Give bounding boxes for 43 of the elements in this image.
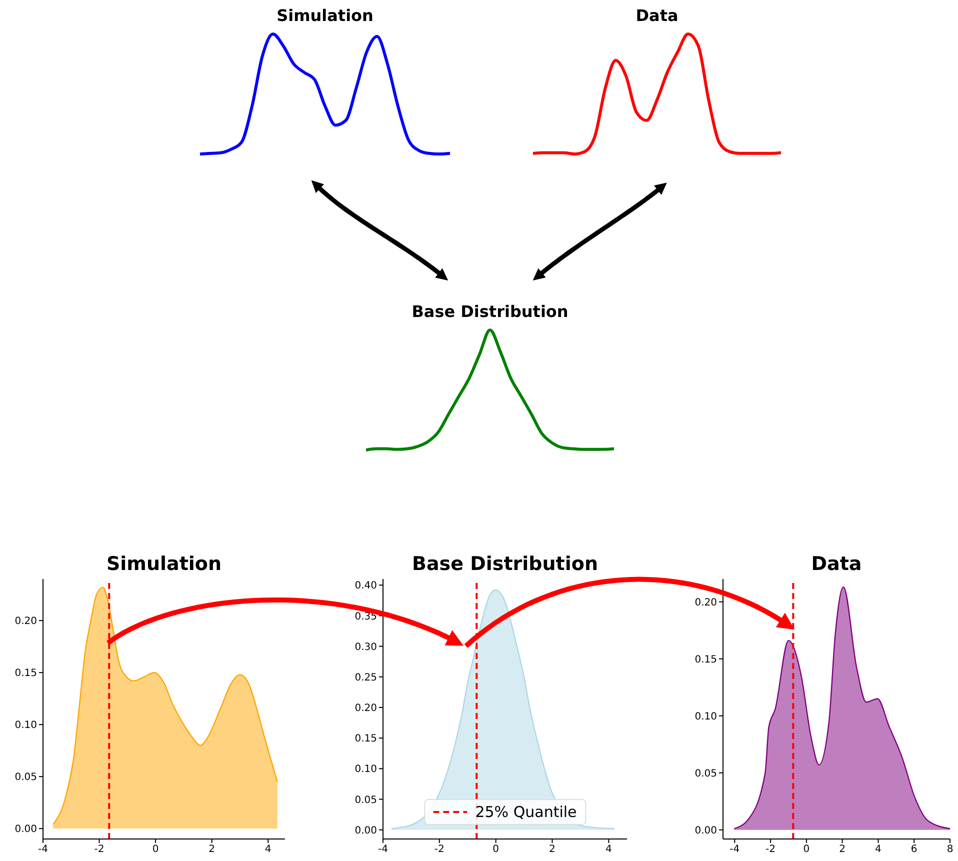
x-tick-label: -2 [434, 844, 444, 856]
y-tick-label: 0.40 [354, 580, 377, 592]
x-tick-label: 2 [839, 844, 846, 856]
ref-line-label: 25% Quantile [475, 803, 577, 821]
chart-title: Data [811, 553, 862, 575]
y-tick-label: 0.20 [14, 616, 37, 628]
y-tick-label: 0.10 [354, 764, 377, 776]
x-tick-label: 6 [910, 844, 918, 856]
chart-title: Simulation [276, 6, 374, 25]
y-tick-label: 0.00 [14, 824, 37, 836]
chart-title: Base Distribution [412, 553, 598, 575]
y-tick-label: 0.20 [354, 703, 377, 714]
x-tick-label: -4 [38, 844, 48, 856]
x-tick-label: 2 [549, 844, 556, 856]
y-tick-label: 0.05 [694, 768, 717, 780]
chart-title: Data [636, 6, 678, 25]
x-tick-label: 0 [803, 844, 810, 856]
y-tick-label: 0.05 [354, 794, 377, 806]
x-tick-label: -2 [94, 844, 104, 856]
y-tick-label: 0.30 [354, 642, 377, 653]
y-tick-label: 0.00 [354, 825, 377, 836]
y-tick-label: 0.00 [694, 825, 717, 836]
x-tick-label: 4 [264, 844, 272, 856]
y-tick-label: 0.15 [694, 654, 717, 666]
legend-box: 25% Quantile [424, 799, 586, 825]
y-tick-label: 0.05 [14, 772, 37, 784]
y-tick-label: 0.10 [14, 720, 37, 732]
y-tick-label: 0.15 [14, 668, 37, 680]
x-tick-label: -4 [378, 844, 388, 856]
x-tick-label: 0 [152, 844, 159, 856]
x-tick-label: 4 [875, 844, 882, 856]
x-tick-label: 4 [605, 844, 612, 856]
y-tick-label: 0.15 [354, 734, 377, 745]
y-tick-label: 0.10 [694, 711, 717, 722]
x-tick-label: 2 [208, 844, 216, 856]
chart-title: Base Distribution [412, 302, 568, 321]
y-tick-label: 0.20 [694, 597, 717, 608]
y-tick-label: 0.25 [354, 672, 377, 684]
x-tick-label: -4 [730, 844, 740, 856]
x-tick-label: -2 [766, 844, 776, 856]
x-tick-label: 8 [946, 844, 954, 856]
x-tick-label: 0 [492, 844, 500, 856]
chart-title: Simulation [106, 553, 222, 575]
